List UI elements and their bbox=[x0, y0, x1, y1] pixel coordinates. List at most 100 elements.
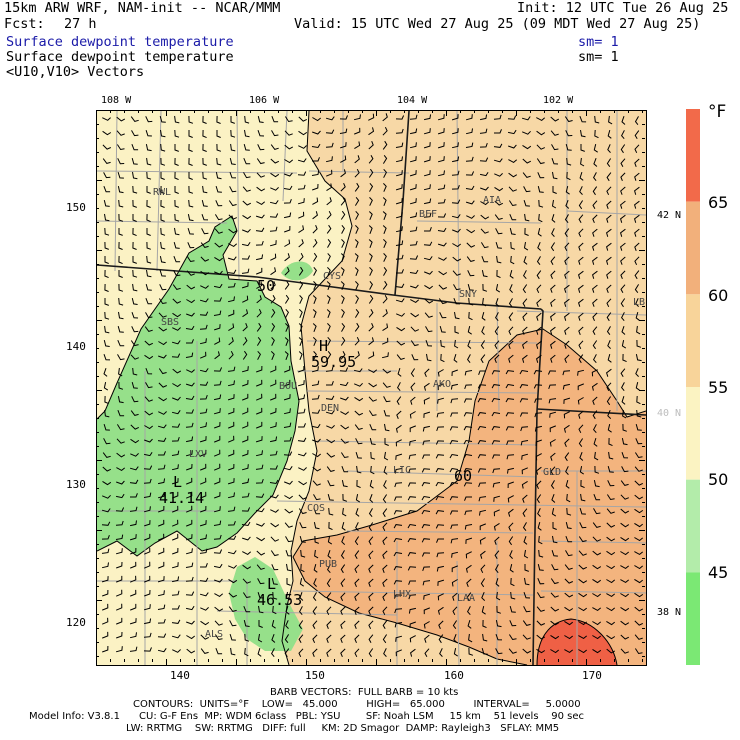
wind-barb bbox=[424, 634, 430, 643]
wind-barb bbox=[284, 365, 291, 373]
wind-barb bbox=[396, 326, 406, 332]
wind-barb bbox=[451, 551, 459, 558]
wind-barb bbox=[256, 550, 266, 556]
wind-barb bbox=[465, 142, 474, 148]
wind-barb bbox=[635, 311, 640, 321]
wind-barb bbox=[283, 185, 293, 191]
legend-swatch bbox=[686, 387, 700, 480]
wind-barb bbox=[256, 172, 265, 178]
wind-barb bbox=[608, 437, 613, 447]
wind-barb bbox=[132, 214, 137, 222]
county-line bbox=[566, 210, 646, 216]
wind-barb bbox=[271, 116, 279, 123]
wind-barb bbox=[356, 465, 362, 474]
wind-barb bbox=[620, 536, 630, 542]
wind-barb bbox=[507, 495, 514, 503]
wind-barb bbox=[186, 369, 195, 373]
station-label-gld: GLD bbox=[543, 467, 562, 478]
axis-tick bbox=[639, 110, 645, 111]
wind-barb bbox=[244, 115, 250, 124]
wind-barb bbox=[244, 633, 250, 642]
axis-tick bbox=[642, 418, 645, 419]
wind-barb bbox=[592, 396, 598, 405]
wind-barb bbox=[452, 620, 458, 629]
wind-barb bbox=[188, 185, 194, 194]
wind-barb bbox=[103, 172, 111, 179]
wind-barb bbox=[578, 424, 584, 434]
wind-barb bbox=[228, 435, 235, 443]
wind-barb bbox=[298, 239, 304, 248]
wind-barb bbox=[269, 240, 277, 247]
wind-barb bbox=[284, 522, 293, 528]
wind-barb bbox=[508, 340, 514, 349]
wind-barb bbox=[297, 380, 305, 387]
wind-barb bbox=[354, 606, 360, 615]
wind-barb bbox=[200, 477, 207, 485]
wind-barb bbox=[130, 340, 139, 347]
axis-tick bbox=[250, 110, 251, 113]
wind-barb bbox=[117, 354, 125, 361]
wind-barb bbox=[116, 438, 125, 444]
wind-barb bbox=[271, 322, 276, 332]
wind-barb bbox=[157, 590, 165, 597]
wind-barb bbox=[214, 593, 224, 598]
wind-barb bbox=[538, 535, 543, 545]
wind-barb bbox=[394, 622, 403, 628]
axis-tick bbox=[614, 110, 615, 113]
wind-barb bbox=[257, 633, 263, 643]
wind-barb bbox=[622, 353, 627, 363]
wind-barb bbox=[340, 438, 349, 444]
wind-barb bbox=[199, 577, 209, 582]
wind-barb bbox=[423, 142, 431, 149]
wind-barb bbox=[200, 270, 210, 276]
wind-barb bbox=[131, 396, 139, 403]
wind-barb bbox=[299, 522, 307, 529]
axis-tick bbox=[96, 208, 99, 209]
wind-barb bbox=[421, 552, 431, 557]
wind-barb bbox=[339, 128, 348, 134]
wind-barb bbox=[312, 620, 318, 630]
wind-barb bbox=[522, 284, 528, 294]
wind-barb bbox=[272, 605, 277, 615]
wind-barb bbox=[578, 621, 588, 626]
wind-barb bbox=[606, 522, 616, 528]
wind-barb bbox=[520, 426, 529, 432]
wind-barb bbox=[354, 410, 364, 416]
wind-barb bbox=[171, 436, 180, 442]
wind-barb bbox=[256, 295, 262, 304]
wind-barb bbox=[241, 521, 251, 527]
wind-barb bbox=[451, 128, 459, 135]
wind-barb bbox=[509, 605, 516, 613]
wind-barb bbox=[578, 284, 584, 293]
wind-barb bbox=[578, 550, 587, 556]
wind-barb bbox=[451, 199, 461, 204]
wind-barb bbox=[284, 648, 290, 658]
wind-barb bbox=[382, 294, 388, 304]
wind-barb bbox=[395, 254, 404, 260]
wind-barb bbox=[159, 115, 166, 123]
wind-barb bbox=[436, 552, 445, 558]
wind-barb bbox=[496, 591, 501, 601]
wind-barb bbox=[101, 562, 109, 569]
wind-barb bbox=[270, 522, 280, 528]
wind-barb bbox=[270, 308, 276, 318]
wind-barb bbox=[606, 242, 612, 251]
wind-barb bbox=[592, 326, 598, 336]
axis-tick bbox=[96, 488, 99, 489]
low-marker-1: L bbox=[173, 473, 183, 491]
wind-barb bbox=[157, 437, 167, 442]
wind-barb bbox=[510, 241, 516, 250]
wind-barb bbox=[186, 635, 196, 640]
wind-barb bbox=[355, 294, 360, 304]
wind-barb bbox=[607, 144, 611, 153]
y-label-130: 130 bbox=[66, 478, 86, 491]
wind-barb bbox=[270, 550, 279, 557]
wind-barb bbox=[467, 325, 472, 335]
dewpoint-map[interactable]: RWLBFFAIACYSSNYLBFSBSBOUAKODENLXVLICGLDC… bbox=[96, 110, 647, 666]
wind-barb bbox=[256, 393, 263, 401]
wind-barb bbox=[228, 407, 235, 415]
wind-barb bbox=[465, 185, 475, 191]
wind-barb bbox=[214, 242, 224, 248]
wind-barb bbox=[606, 382, 612, 392]
axis-tick bbox=[642, 278, 645, 279]
